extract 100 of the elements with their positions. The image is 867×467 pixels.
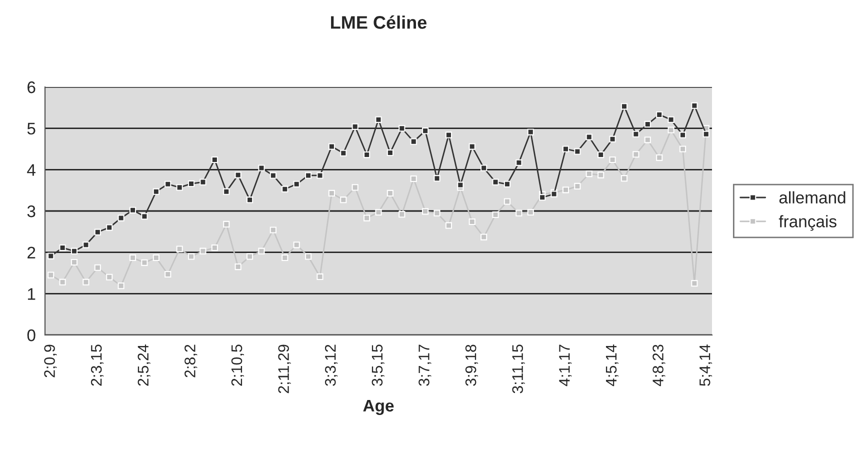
x-tick-label: 5;4,14: [700, 344, 712, 386]
point: [434, 175, 440, 182]
point: [82, 242, 90, 248]
point: [200, 248, 206, 254]
x-tick-label: 4;1,17: [559, 344, 572, 386]
point: [352, 184, 358, 191]
point: [234, 172, 242, 178]
point: [48, 272, 54, 278]
point: [364, 151, 370, 158]
point: [141, 213, 148, 220]
point: [468, 218, 476, 226]
point: [586, 134, 592, 140]
point: [586, 170, 592, 178]
x-tick-label: 2;0,9: [44, 344, 57, 378]
point: [340, 150, 347, 156]
point: [445, 222, 452, 229]
point: [59, 244, 66, 252]
legend-label: allemand: [779, 191, 846, 204]
point: [620, 175, 628, 182]
point: [398, 211, 406, 218]
point: [176, 184, 183, 191]
x-tick-label: 3;11,15: [512, 344, 525, 394]
legend-label: français: [778, 215, 836, 231]
point: [164, 180, 172, 188]
point: [70, 248, 78, 254]
point: [246, 196, 254, 204]
point: [211, 244, 218, 252]
point: [118, 214, 124, 222]
point: [340, 196, 347, 204]
x-tick-label: 3;7,17: [418, 344, 432, 386]
point: [457, 182, 464, 188]
point: [644, 120, 651, 128]
point: [386, 190, 394, 197]
x-tick-label: 2;3,15: [90, 344, 104, 386]
point: [620, 103, 628, 110]
x-tick-label: 2;10,5: [231, 344, 244, 386]
point: [504, 180, 511, 188]
point: [609, 136, 616, 142]
x-tick-label: 3;9,18: [465, 344, 478, 386]
point: [574, 182, 581, 190]
point: [94, 264, 101, 271]
point: [316, 273, 324, 280]
point: [200, 178, 206, 186]
point: [316, 172, 324, 179]
point: [679, 146, 686, 152]
y-tick-label: 6: [28, 81, 36, 94]
point: [364, 214, 370, 222]
point: [328, 143, 335, 150]
point: [141, 259, 148, 266]
point: [539, 194, 546, 201]
point: [176, 246, 183, 252]
point: [574, 148, 581, 155]
point: [223, 188, 230, 195]
point: [258, 248, 265, 254]
point: [375, 116, 382, 123]
point: [188, 253, 195, 260]
point: [691, 280, 698, 287]
point: [644, 136, 651, 144]
point: [504, 198, 511, 205]
point: [270, 172, 276, 179]
point: [480, 164, 488, 172]
point: [480, 234, 488, 240]
point: [632, 151, 640, 158]
point: [410, 175, 417, 182]
point: [152, 254, 160, 262]
point: [398, 125, 406, 132]
point: [258, 164, 265, 172]
point: [82, 278, 90, 286]
point: [516, 210, 522, 216]
x-tick-label: 3;3,12: [324, 344, 338, 386]
point: [562, 146, 570, 152]
point: [48, 252, 54, 260]
point: [118, 282, 124, 290]
point: [562, 186, 570, 194]
point: [328, 190, 335, 197]
point: [422, 208, 429, 215]
point: [304, 172, 312, 179]
x-tick-label: 3;5,15: [372, 344, 384, 386]
x-tick-label: 4;8,23: [652, 344, 666, 386]
point: [270, 226, 276, 234]
point: [668, 116, 674, 123]
x-tick-label: 2;8,2: [184, 344, 198, 378]
point: [211, 156, 218, 164]
point: [293, 180, 300, 188]
point: [410, 138, 417, 145]
point: [246, 253, 254, 260]
point: [668, 126, 674, 134]
y-tick-label: 3: [27, 205, 36, 218]
point: [679, 132, 686, 138]
point: [609, 156, 616, 164]
point: [106, 224, 113, 231]
point: [527, 208, 534, 216]
point: [152, 188, 160, 195]
y-tick-label: 0: [27, 329, 36, 342]
point: [702, 130, 710, 138]
point: [188, 180, 195, 188]
chart-title: LME Céline: [331, 15, 427, 29]
point: [691, 102, 698, 109]
point: [129, 254, 136, 262]
point: [234, 264, 242, 270]
